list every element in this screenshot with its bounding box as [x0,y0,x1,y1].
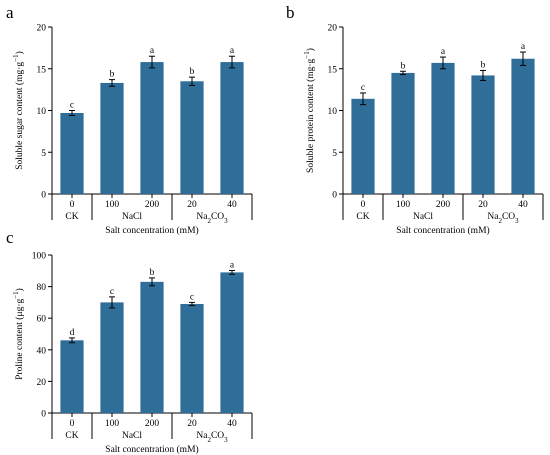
panel-letter: a [6,3,14,22]
bar [180,303,204,413]
bar [471,75,495,194]
bar [100,302,124,413]
y-tick-label: 15 [37,65,47,75]
group-label: Na2CO3 [196,212,228,225]
y-tick-label: 10 [328,107,338,117]
significance-label: a [441,47,446,57]
significance-label: b [481,60,486,70]
x-tick-label: 20 [187,200,197,210]
y-tick-label: 60 [37,315,47,325]
x-tick-label: 100 [105,419,120,429]
significance-label: a [230,46,235,56]
x-tick-label: 100 [396,200,411,210]
panel-a: a 0 5 10 15 20 Soluble sugar content (mg·g−1) c… [6,3,253,236]
x-tick-label: 200 [145,200,160,210]
x-tick-label: 0 [70,419,75,429]
y-tick-label: 5 [332,149,337,159]
y-tick-label: 20 [37,24,47,34]
x-tick-label: 200 [145,419,160,429]
y-tick-label: 40 [37,346,47,356]
significance-label: a [150,46,155,56]
x-tick-label: 200 [436,200,451,210]
x-tick-label: 20 [478,200,488,210]
y-tick-label: 0 [41,410,46,420]
x-tick-label: 20 [187,419,197,429]
bar [60,113,84,194]
significance-label: c [361,83,365,93]
significance-label: b [150,268,155,278]
bar [220,272,244,413]
x-tick-label: 40 [227,419,237,429]
significance-label: c [110,287,114,297]
y-tick-label: 20 [328,24,338,34]
significance-label: b [401,61,406,71]
bar [391,72,415,194]
x-tick-label: 40 [518,200,528,210]
significance-label: a [230,260,235,270]
y-axis-label: Soluble protein content (mg·g−1) [303,48,316,173]
y-axis-label: Proline content (μg·g−1) [12,288,25,380]
y-tick-label: 10 [37,107,47,117]
significance-label: d [70,328,75,338]
bar [140,62,164,194]
significance-label: c [190,292,194,302]
x-axis-label: Salt concentration (mM) [396,225,489,236]
significance-label: b [110,70,115,80]
y-tick-label: 0 [332,191,337,201]
group-label: Na2CO3 [487,212,519,225]
x-tick-label: 100 [105,200,120,210]
y-tick-label: 80 [37,283,47,293]
y-tick-label: 100 [32,252,47,262]
bar [100,82,124,194]
group-label: CK [65,431,78,441]
panel-b: b 0 5 10 15 20 Soluble protein content (mg·g−1… [286,3,544,236]
x-axis-label: Salt concentration (mM) [105,444,198,455]
group-label: NaCl [122,431,142,441]
bar [140,281,164,413]
x-axis-label: Salt concentration (mM) [105,225,198,236]
y-axis-label: Soluble sugar content (mg·g−1) [12,51,25,170]
y-tick-label: 0 [41,191,46,201]
panel-letter: c [6,228,14,247]
group-label: NaCl [122,212,142,222]
panel-letter: b [286,3,295,22]
bar [431,62,455,194]
group-label: CK [65,212,78,222]
group-label: Na2CO3 [196,431,228,444]
x-tick-label: 40 [227,200,237,210]
x-tick-label: 0 [70,200,75,210]
y-tick-label: 20 [37,378,47,388]
y-tick-label: 15 [328,65,338,75]
group-label: NaCl [413,212,433,222]
bar [180,81,204,194]
significance-label: a [521,42,526,52]
y-tick-label: 5 [41,149,46,159]
bar [220,62,244,194]
significance-label: b [190,67,195,77]
x-tick-label: 0 [361,200,366,210]
significance-label: c [70,101,74,111]
bar [511,58,535,195]
bar [351,98,375,194]
panel-c: c 0 20 40 60 80 100 Proline content (μg·g−1) d 0 c… [6,228,253,455]
group-label: CK [356,212,369,222]
bar [60,340,84,413]
